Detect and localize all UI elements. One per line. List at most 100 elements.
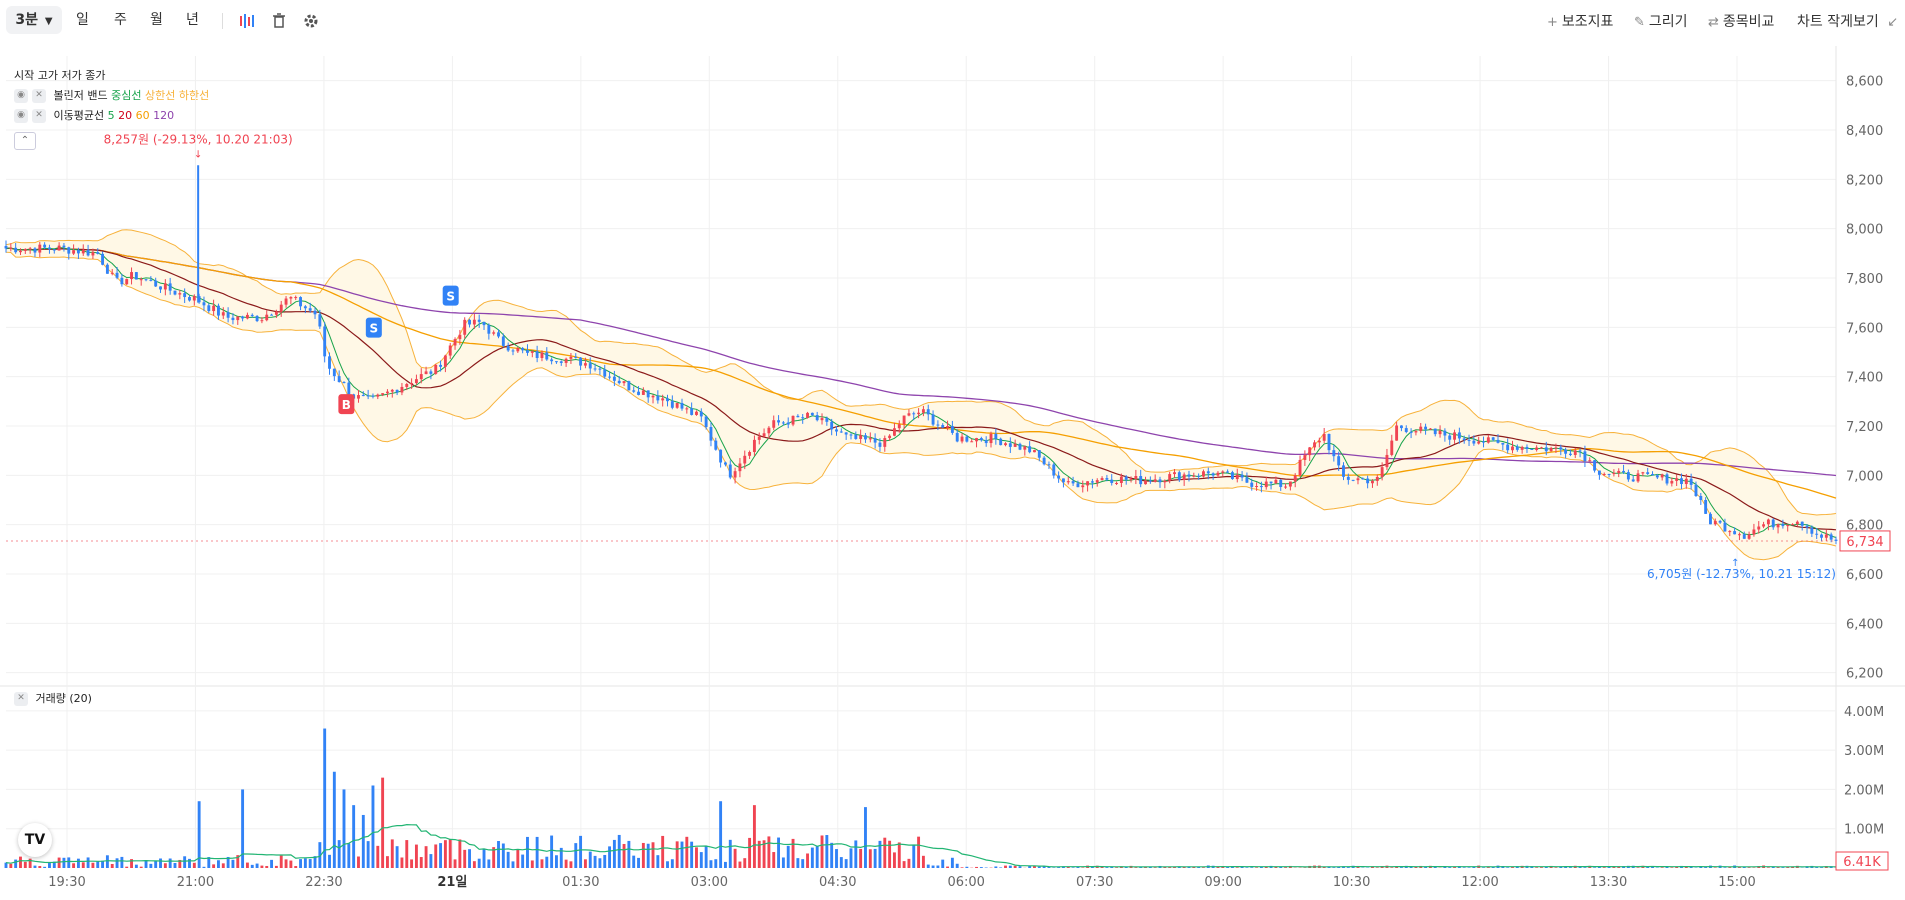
volume-bar: [1105, 867, 1109, 868]
period-day-button[interactable]: 일: [76, 12, 89, 28]
volume-bar: [690, 841, 694, 868]
volume-bar: [463, 849, 467, 868]
volume-bar: [1235, 867, 1239, 868]
candle-body: [569, 356, 573, 359]
candle-body: [163, 283, 167, 290]
legend-collapse-button[interactable]: ⌃: [14, 132, 36, 150]
volume-bar: [612, 839, 616, 868]
candle-body: [1578, 450, 1582, 452]
volume-bar: [1013, 865, 1017, 868]
volume-bar: [448, 839, 452, 868]
candle-body: [1424, 426, 1428, 430]
volume-bar: [864, 807, 867, 868]
volume-bar: [1805, 866, 1809, 868]
indicators-button[interactable]: + 보조지표: [1547, 11, 1613, 31]
candle-body: [873, 438, 877, 443]
candle-body: [347, 382, 351, 395]
candle-body: [1540, 447, 1543, 449]
volume-bar: [926, 864, 930, 868]
trash-icon[interactable]: [268, 10, 290, 32]
candle-body: [868, 438, 872, 440]
candle-body: [1105, 478, 1109, 480]
volume-bar: [1264, 866, 1268, 868]
volume-bar: [907, 858, 911, 868]
ma-period-120: 120: [153, 109, 175, 122]
candle-body: [149, 279, 153, 281]
candle-body: [608, 376, 612, 378]
volume-bar: [1090, 866, 1094, 868]
volume-bar: [1095, 865, 1099, 868]
candle-body: [1095, 480, 1099, 483]
volume-bar: [608, 846, 612, 868]
candle-body: [526, 350, 529, 353]
pencil-icon: ✎: [1634, 15, 1645, 30]
draw-button[interactable]: ✎ 그리기: [1634, 11, 1688, 31]
candle-body: [1443, 430, 1447, 436]
candle-body: [941, 425, 945, 428]
shrink-chart-button[interactable]: 차트 작게보기 ↙: [1797, 11, 1902, 31]
volume-bar: [1491, 866, 1495, 868]
candle-body: [1544, 447, 1548, 452]
candle-body: [810, 412, 814, 416]
candle-body: [1153, 479, 1157, 482]
eye-icon[interactable]: ◉: [14, 89, 28, 103]
candle-body: [1641, 472, 1645, 474]
candle-body: [1192, 475, 1196, 477]
bollinger-lower: 하한선: [178, 89, 210, 102]
candle-body: [1013, 443, 1017, 447]
volume-ma-line: [5, 823, 1836, 868]
period-year-button[interactable]: 년: [186, 12, 199, 28]
candle-body: [656, 395, 660, 401]
candle-body: [1346, 476, 1350, 480]
chart-type-icon[interactable]: [236, 10, 258, 32]
candle-body: [670, 401, 674, 408]
candle-body: [646, 390, 650, 398]
candle-body: [1211, 473, 1215, 476]
candle-body: [1675, 478, 1679, 481]
close-icon[interactable]: ✕: [32, 89, 46, 103]
candle-body: [1168, 474, 1172, 481]
last-volume-tag: [1835, 851, 1889, 871]
ma-period-5: 5: [107, 109, 115, 122]
candle-body: [748, 452, 752, 456]
eye-icon[interactable]: ◉: [14, 109, 28, 123]
candle-body: [1139, 475, 1143, 485]
volume-bar: [1385, 865, 1389, 868]
candle-body: [1037, 450, 1041, 458]
volume-bar: [526, 836, 529, 868]
candle-body: [864, 435, 867, 440]
volume-bar: [472, 861, 476, 868]
volume-bar: [975, 866, 978, 868]
tradingview-logo[interactable]: TV: [18, 823, 52, 857]
candle-body: [1144, 480, 1147, 485]
candle-body: [313, 310, 317, 315]
candle-body: [950, 426, 954, 433]
volume-bar: [154, 860, 158, 868]
volume-bar: [1047, 866, 1051, 868]
candle-body: [1100, 478, 1104, 481]
volume-bar: [318, 842, 322, 868]
volume-bar: [748, 837, 752, 868]
close-icon[interactable]: ✕: [32, 109, 46, 123]
volume-bar: [1424, 866, 1428, 868]
compare-label: 종목비교: [1722, 14, 1775, 30]
candle-body: [192, 296, 196, 301]
volume-bar: [593, 855, 597, 868]
toolbar-divider: [222, 13, 223, 29]
candle-body: [622, 381, 626, 384]
volume-bar: [405, 840, 409, 868]
period-month-button[interactable]: 월: [150, 12, 163, 28]
volume-bar: [1535, 867, 1539, 868]
candle-body: [917, 412, 921, 415]
interval-select[interactable]: 3분 ▼: [6, 6, 62, 34]
volume-bar: [342, 789, 346, 868]
period-week-button[interactable]: 주: [114, 12, 127, 28]
close-icon[interactable]: ✕: [14, 692, 28, 706]
candle-body: [806, 412, 809, 418]
gear-icon[interactable]: [300, 10, 322, 32]
candle-body: [695, 411, 698, 415]
volume-bar: [844, 859, 848, 868]
compare-button[interactable]: ⇄ 종목비교: [1708, 11, 1774, 31]
candle-body: [1486, 437, 1490, 443]
